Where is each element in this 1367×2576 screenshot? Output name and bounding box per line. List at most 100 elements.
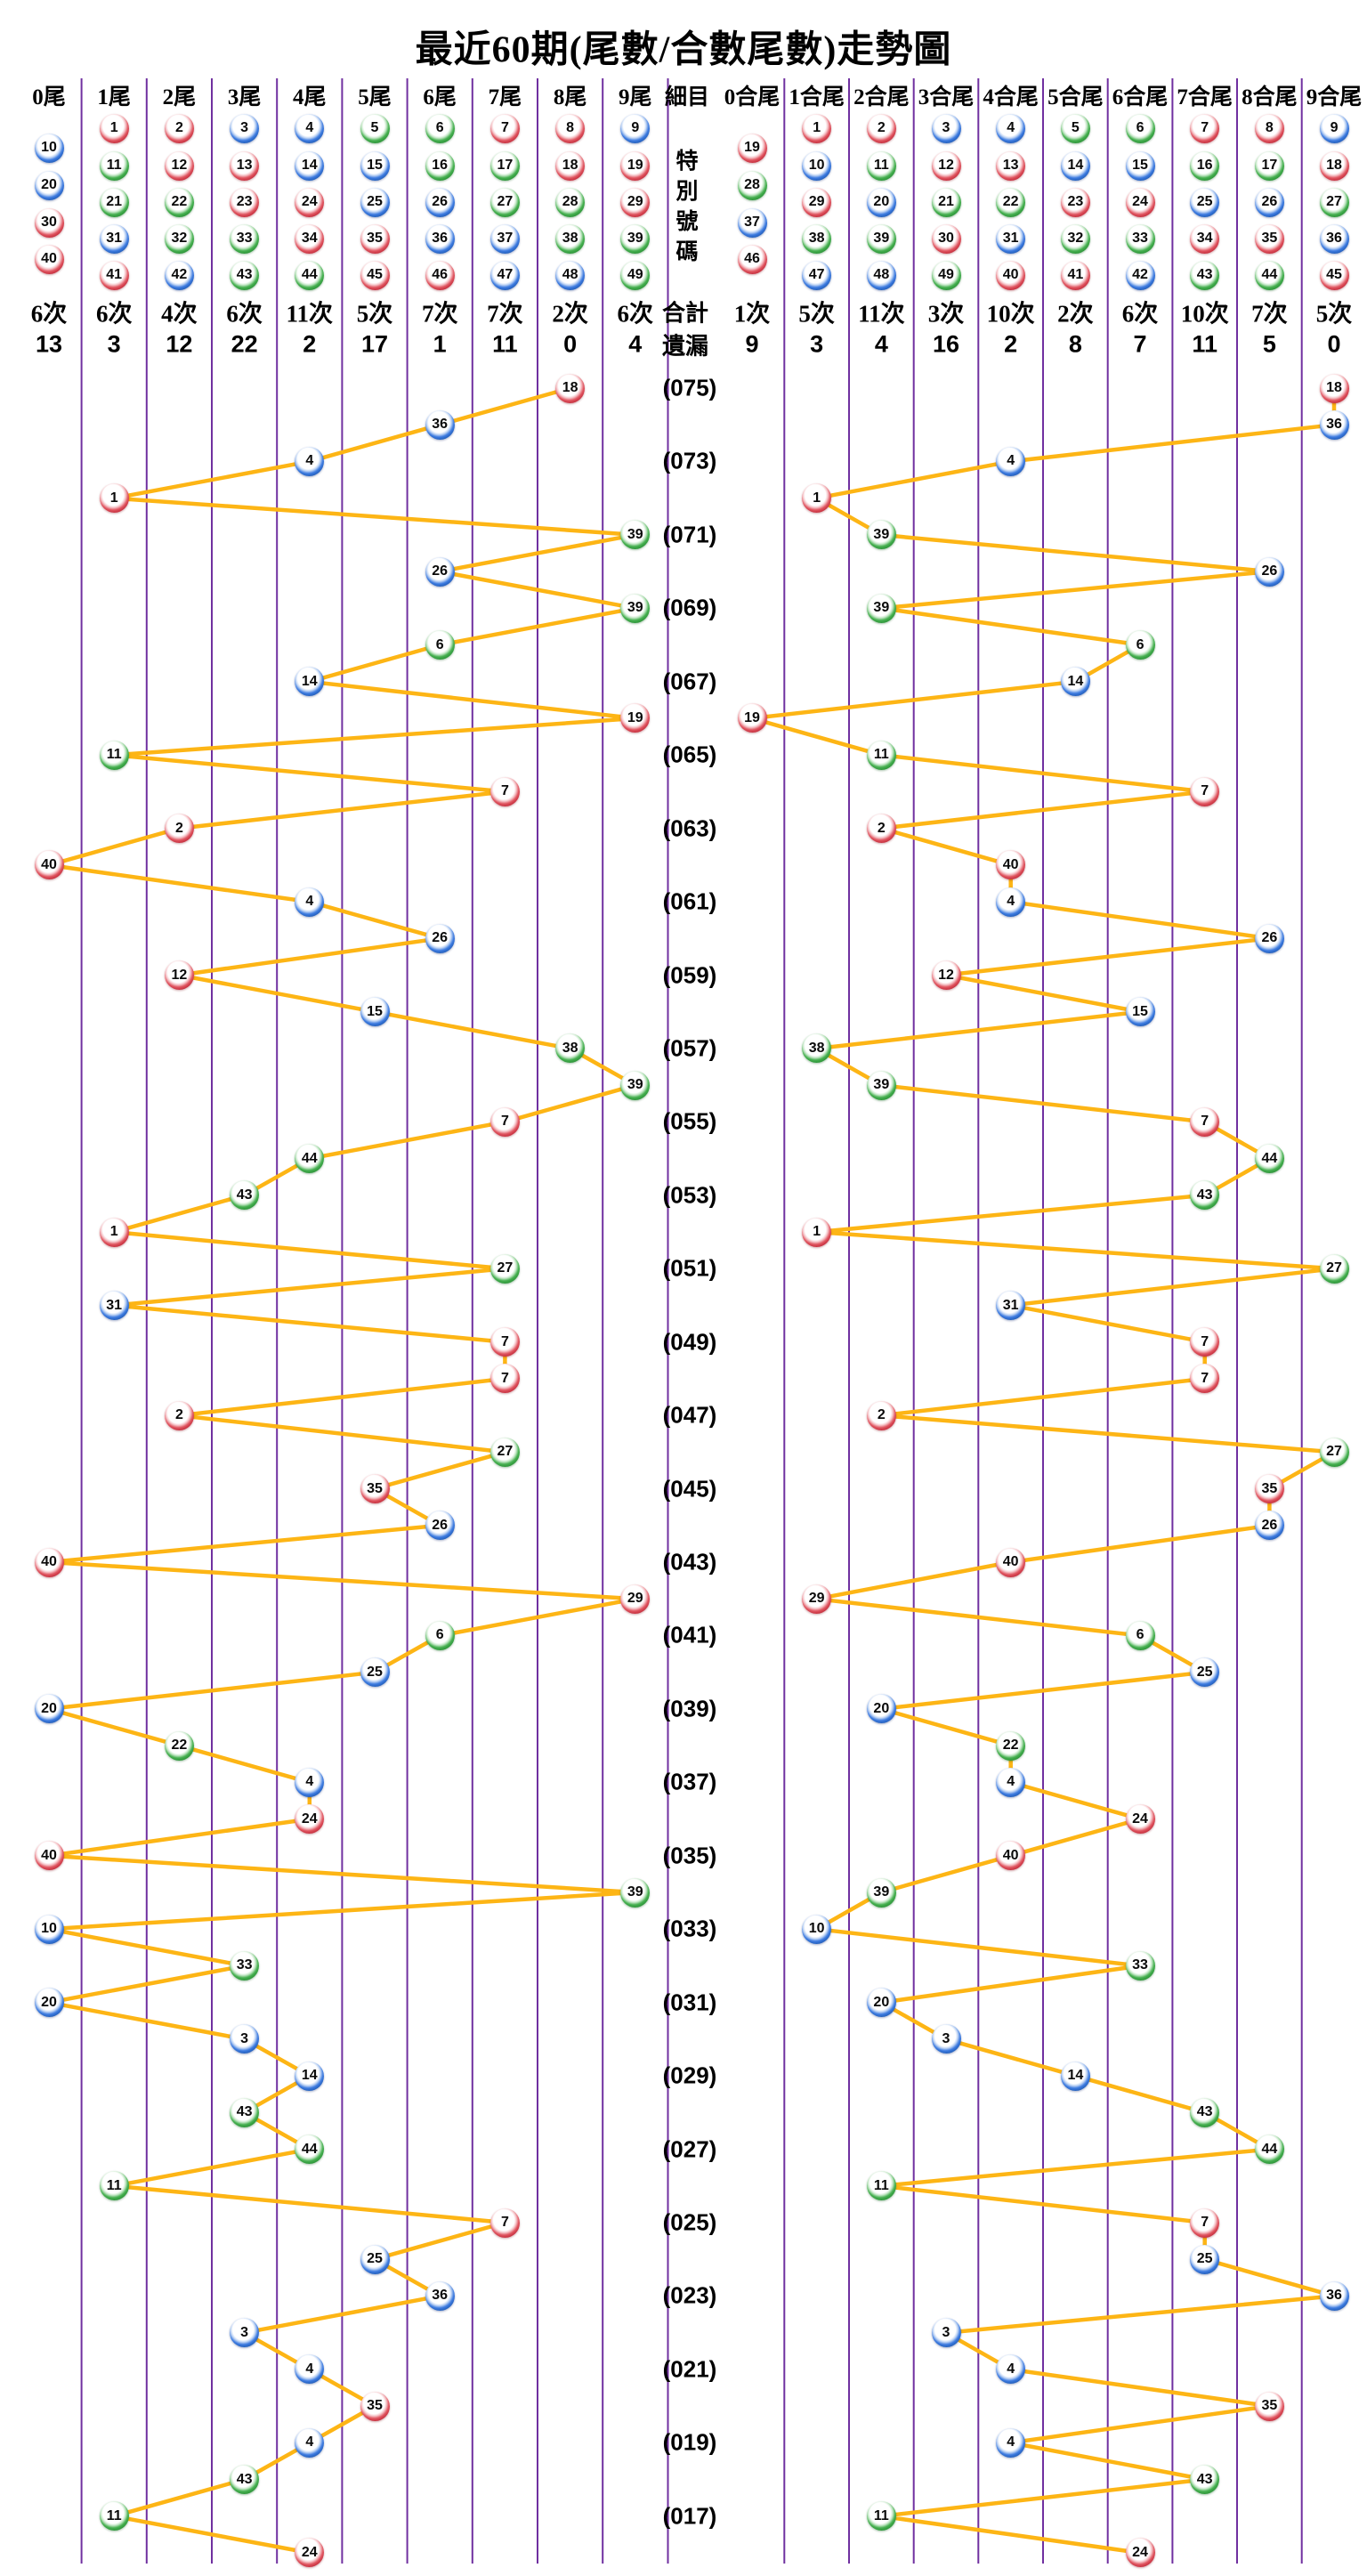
palette-tail-ball-31: 31 [99,223,129,254]
ball-number: 7 [500,1114,509,1130]
period-label-041: (041) [662,1621,717,1648]
ball-number: 48 [873,267,890,282]
ball-number: 2 [174,1407,183,1423]
period-label-069: (069) [662,594,717,621]
draw-16-sum-ball-12: 12 [931,960,961,991]
ball-number: 17 [497,158,514,173]
palette-sum-ball-10: 10 [802,150,832,181]
ball-number: 4 [305,2361,314,2377]
draw-31-sum-ball-26: 26 [1254,1511,1284,1541]
ball-number: 25 [1196,194,1213,209]
count-sum-tail-4: 10次 [986,300,1035,328]
ball-number: 30 [938,231,954,246]
header-tail-5: 5尾 [358,85,392,109]
palette-tail-ball-40: 40 [34,244,64,274]
palette-sum-ball-31: 31 [996,223,1026,254]
draw-47-tail-ball-43: 43 [230,2097,260,2127]
ball-number: 39 [873,526,890,542]
ball-number: 32 [1067,231,1084,246]
missing-sum-tail-1: 3 [810,330,824,358]
draw-10-tail-ball-11: 11 [99,740,129,770]
ball-number: 14 [1067,2068,1084,2084]
palette-tail-ball-4: 4 [295,113,325,143]
ball-number: 45 [1326,267,1342,282]
ball-number: 44 [1261,267,1278,282]
ball-number: 4 [1007,2434,1015,2450]
count-tail-0: 6次 [30,300,68,328]
palette-sum-ball-19: 19 [737,133,767,163]
palette-tail-ball-20: 20 [34,170,64,200]
count-sum-tail-9: 5次 [1315,300,1353,328]
count-sum-tail-2: 11次 [858,300,905,328]
palette-tail-ball-41: 41 [99,260,129,290]
header-tail-1: 1尾 [97,85,131,109]
draw-32-tail-ball-40: 40 [34,1547,64,1577]
ball-number: 39 [873,1884,890,1900]
ball-number: 1 [109,1224,118,1240]
palette-tail-ball-13: 13 [230,150,260,181]
draw-38-sum-ball-4: 4 [996,1767,1026,1797]
draw-52-sum-ball-36: 36 [1319,2280,1349,2311]
draw-33-tail-ball-29: 29 [620,1584,651,1614]
header-tail-8: 8尾 [553,85,587,109]
draw-13-tail-ball-40: 40 [34,850,64,880]
palette-tail-ball-37: 37 [489,223,520,254]
ball-number: 27 [497,1260,514,1276]
draw-56-sum-ball-4: 4 [996,2427,1026,2458]
ball-number: 38 [562,231,578,246]
ball-number: 3 [240,2030,249,2046]
period-label-073: (073) [662,447,717,474]
ball-number: 48 [562,267,578,282]
draw-11-sum-ball-7: 7 [1190,776,1220,806]
draw-20-tail-ball-7: 7 [489,1106,520,1137]
ball-number: 8 [566,120,575,135]
ball-number: 25 [367,194,383,209]
draw-57-sum-ball-43: 43 [1190,2465,1220,2495]
ball-number: 15 [1132,158,1148,173]
ball-number: 43 [1196,2471,1213,2487]
ball-number: 28 [562,194,578,209]
draw-7-tail-ball-6: 6 [425,630,455,660]
ball-number: 13 [1002,158,1019,173]
draw-58-tail-ball-11: 11 [99,2501,129,2531]
ball-number: 7 [500,120,509,135]
palette-sum-ball-37: 37 [737,207,767,238]
palette-tail-ball-11: 11 [99,150,129,181]
period-label-025: (025) [662,2208,717,2236]
ball-number: 33 [1132,1957,1148,1973]
palette-tail-ball-45: 45 [360,260,390,290]
palette-sum-ball-33: 33 [1125,223,1155,254]
draw-42-sum-ball-10: 10 [802,1914,832,1944]
ball-number: 9 [1330,120,1339,135]
palette-tail-ball-7: 7 [489,113,520,143]
ball-number: 6 [435,120,444,135]
draw-43-tail-ball-33: 33 [230,1950,260,1981]
palette-sum-ball-4: 4 [996,113,1026,143]
ball-number: 36 [1326,417,1342,433]
ball-number: 29 [808,194,825,209]
ball-number: 26 [1261,194,1278,209]
missing-tail-9: 4 [628,330,643,358]
count-sum-tail-7: 10次 [1180,300,1229,328]
ball-number: 47 [808,267,825,282]
draw-54-sum-ball-4: 4 [996,2354,1026,2385]
draw-21-sum-ball-44: 44 [1254,1144,1284,1174]
palette-sum-ball-30: 30 [931,223,961,254]
header-sum-tail-5: 5合尾 [1047,85,1104,109]
missing-tail-7: 11 [492,330,518,358]
count-sum-tail-3: 3次 [927,300,965,328]
ball-number: 46 [744,251,760,266]
ball-number: 44 [1261,2141,1278,2157]
ball-number: 40 [1002,1554,1019,1570]
palette-sum-ball-22: 22 [996,187,1026,217]
ball-number: 7 [1201,1114,1209,1130]
ball-number: 38 [808,1040,825,1056]
ball-number: 31 [106,1297,123,1313]
ball-number: 36 [432,231,449,246]
draw-48-tail-ball-44: 44 [295,2135,325,2165]
missing-sum-tail-5: 8 [1068,330,1082,358]
ball-number: 24 [1132,194,1148,209]
draw-49-sum-ball-11: 11 [866,2171,896,2201]
palette-tail-ball-17: 17 [489,150,520,181]
